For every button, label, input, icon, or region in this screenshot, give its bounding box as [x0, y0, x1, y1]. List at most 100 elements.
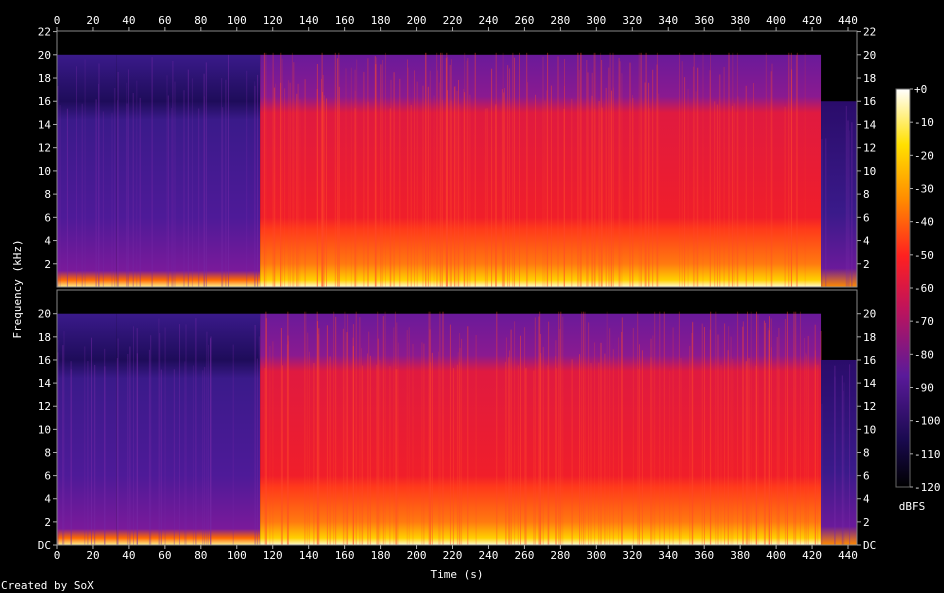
y-tick-label-right: DC [863, 539, 876, 552]
transient-line [287, 80, 289, 287]
transient-line [748, 358, 750, 545]
transient-line [769, 316, 770, 545]
transient-line [291, 52, 293, 287]
y-tick-label-left: 6 [44, 470, 51, 483]
transient-line [815, 364, 817, 545]
transient-line [446, 57, 448, 287]
transient-line [505, 361, 506, 545]
transient-line [410, 105, 412, 287]
y-tick-label-left: 14 [38, 377, 52, 390]
transient-line [517, 365, 519, 545]
channel-1-frame [56, 30, 858, 288]
transient-line [459, 333, 461, 545]
transient-line [167, 95, 169, 287]
transient-line [524, 368, 526, 545]
transient-line [457, 352, 459, 545]
x-tick-label-bottom: 100 [227, 549, 247, 562]
x-tick-label-bottom: 200 [407, 549, 427, 562]
transient-line [287, 335, 289, 545]
transient-line [719, 74, 721, 287]
transient-line [263, 52, 265, 287]
transient-line [70, 361, 72, 545]
transient-line [524, 327, 526, 545]
colorbar-tick-label: -80 [914, 348, 934, 361]
transient-line [425, 52, 427, 287]
transient-line [821, 139, 823, 287]
x-axis-label: Time (s) [431, 568, 484, 581]
transient-line [555, 368, 557, 545]
transient-line [709, 329, 711, 545]
transient-line [689, 345, 691, 545]
y-tick-label-left: 8 [44, 188, 51, 201]
y-tick-label-right: 20 [863, 308, 876, 321]
colorbar-tick-label: -30 [914, 183, 934, 196]
transient-line [441, 100, 443, 287]
transient-line [183, 90, 185, 287]
transient-line [394, 311, 396, 545]
transient-line [369, 355, 371, 545]
transient-line [612, 52, 614, 287]
segment-4 [821, 101, 857, 288]
transient-line [316, 89, 318, 287]
transient-line [98, 63, 100, 287]
transient-line [663, 311, 665, 545]
transient-line [221, 78, 223, 287]
transient-line [210, 338, 211, 545]
colorbar-tick-label: -110 [914, 448, 941, 461]
transient-line [588, 322, 590, 545]
transient-line [464, 52, 466, 287]
transient-line [254, 81, 256, 288]
x-tick-label-top: 320 [622, 14, 642, 27]
transient-line [514, 321, 516, 545]
transient-line [346, 332, 348, 545]
y-tick-label-left: 12 [38, 142, 51, 155]
transient-line [288, 341, 289, 545]
transient-line [254, 325, 256, 545]
transient-line [581, 52, 582, 287]
transient-line [745, 85, 747, 287]
transient-line [757, 315, 759, 545]
transient-line [433, 95, 435, 287]
transient-line [466, 60, 468, 287]
transient-line [720, 364, 722, 545]
transient-line [776, 337, 778, 545]
y-tick-label-right: 8 [863, 188, 870, 201]
transient-line [321, 52, 323, 287]
transient-line [296, 93, 298, 287]
transient-line [732, 358, 734, 545]
transient-line [841, 375, 843, 545]
transient-line [756, 311, 757, 545]
transient-line [335, 316, 337, 545]
transient-line [501, 89, 503, 287]
channel-2-frame [56, 289, 858, 546]
transient-line [282, 365, 283, 545]
transient-line [605, 87, 607, 288]
transient-line [289, 82, 291, 287]
transient-line [284, 88, 286, 287]
y-tick-label-right: 6 [863, 211, 870, 224]
y-tick-label-right: 4 [863, 493, 870, 506]
x-tick-label-bottom: 240 [479, 549, 499, 562]
transient-line [323, 95, 325, 287]
transient-line [322, 74, 324, 288]
transient-line [495, 52, 497, 287]
x-tick-label-top: 100 [227, 14, 247, 27]
transient-line [692, 321, 694, 545]
transient-line [788, 52, 790, 287]
transient-line [508, 68, 510, 288]
transient-line [461, 338, 463, 545]
transient-line [440, 52, 441, 287]
transient-line [280, 82, 282, 287]
transient-line [687, 89, 689, 287]
transient-line [354, 69, 356, 287]
y-tick-label-left: 4 [44, 235, 51, 248]
transient-line [799, 311, 801, 545]
transient-line [582, 311, 584, 545]
transient-line [601, 60, 603, 287]
transient-line [429, 311, 431, 545]
transient-line [509, 350, 510, 545]
transient-line [429, 70, 431, 287]
transient-line [62, 345, 64, 545]
transient-line [795, 55, 797, 288]
transient-line [265, 311, 267, 545]
